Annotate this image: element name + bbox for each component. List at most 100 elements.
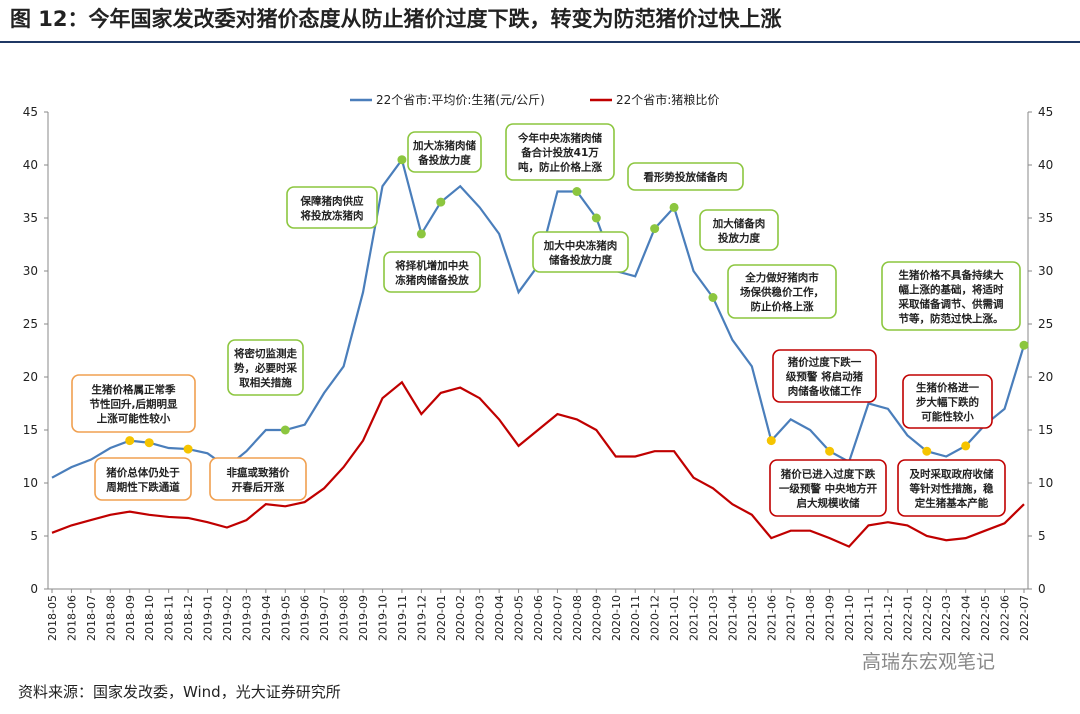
- x-tick-label: 2021-05: [746, 595, 759, 641]
- y-tick-label: 15: [23, 423, 38, 437]
- x-tick-label: 2018-06: [65, 595, 78, 641]
- callout-text: 加大冻猪肉储: [412, 139, 476, 152]
- y-tick-label: 45: [23, 105, 38, 119]
- x-tick-label: 2022-06: [999, 595, 1012, 641]
- y2-tick-label: 30: [1038, 264, 1053, 278]
- event-dot: [825, 446, 835, 456]
- callout-text: 幅上涨的基础，将适时: [899, 283, 1004, 296]
- x-tick-label: 2020-05: [513, 595, 526, 641]
- y-tick-label: 0: [30, 582, 38, 596]
- x-tick-label: 2020-09: [590, 595, 603, 641]
- callout-text: 保障猪肉供应: [300, 194, 364, 207]
- y-tick-label: 25: [23, 317, 38, 331]
- callout-text: 定生猪基本产能: [914, 497, 989, 510]
- source: 资料来源：国家发改委，Wind，光大证券研究所: [18, 683, 341, 701]
- y-tick-label: 35: [23, 211, 38, 225]
- series-line: [51, 380, 1025, 548]
- x-tick-label: 2018-11: [163, 595, 176, 641]
- y2-tick-label: 5: [1038, 529, 1046, 543]
- callout-text: 看形势投放储备肉: [644, 171, 728, 184]
- x-tick-label: 2018-12: [182, 595, 195, 641]
- x-tick-label: 2020-06: [532, 595, 545, 641]
- callout-text: 采取储备调节、供需调: [898, 297, 1004, 310]
- x-tick-label: 2021-03: [707, 595, 720, 641]
- callout-text: 可能性较小: [921, 410, 974, 423]
- callout-text: 生猪价格属正常季: [92, 383, 176, 396]
- callout-text: 投放力度: [718, 231, 760, 244]
- callout-box: [727, 264, 837, 319]
- callout-box: [772, 349, 877, 403]
- x-tick-label: 2021-02: [688, 595, 701, 641]
- callout-text: 级预警 将启动猪: [786, 370, 864, 383]
- chart-title: 图 12：今年国家发改委对猪价态度从防止猪价过度下跌，转变为防范猪价过快上涨: [10, 7, 782, 31]
- x-tick-label: 2022-07: [1018, 595, 1031, 641]
- callout-text: 场保供稳价工作，: [740, 286, 824, 299]
- callout-box: [897, 459, 1006, 517]
- x-tick-label: 2022-02: [921, 595, 934, 641]
- callout-text: 冻猪肉储备投放: [395, 273, 469, 286]
- callout-text: 及时采取政府收储: [910, 468, 994, 481]
- callout-box: [699, 209, 779, 251]
- event-dot: [708, 293, 718, 302]
- callout-text: 今年中央冻猪肉储: [517, 132, 602, 145]
- y2-tick-label: 10: [1038, 476, 1053, 490]
- callout-text: 非瘟或致猪价: [227, 466, 290, 479]
- x-tick-label: 2022-01: [901, 595, 914, 641]
- x-tick-label: 2020-01: [435, 595, 448, 641]
- event-dot: [183, 444, 193, 454]
- callout-box: [881, 261, 1021, 331]
- x-tick-label: 2021-07: [785, 595, 798, 641]
- x-tick-label: 2018-10: [143, 595, 156, 641]
- callout-text: 取相关措施: [239, 376, 292, 389]
- callout-box: [383, 251, 481, 293]
- x-tick-label: 2021-10: [843, 595, 856, 641]
- callout-text: 防止价格上涨: [751, 300, 814, 313]
- callout-text: 备合计投放41万: [520, 146, 599, 159]
- x-tick-label: 2021-12: [882, 595, 895, 641]
- x-tick-label: 2019-02: [221, 595, 234, 641]
- x-tick-label: 2020-07: [551, 595, 564, 641]
- x-tick-label: 2019-07: [318, 595, 331, 641]
- callout-box: [94, 457, 192, 501]
- callout-box: [505, 123, 615, 181]
- x-tick-label: 2020-04: [493, 595, 506, 641]
- callout-box: [407, 131, 482, 173]
- callout-text: 启大规模收储: [797, 497, 860, 510]
- callout-text: 将择机增加中央: [395, 259, 469, 272]
- callout-text: 猪价总体仍处于: [105, 466, 180, 479]
- event-dot: [280, 425, 290, 435]
- callout-text: 猪价已进入过度下跌: [780, 468, 876, 481]
- callout-box: [902, 374, 993, 429]
- y2-tick-label: 40: [1038, 158, 1053, 172]
- x-tick-label: 2021-04: [726, 595, 739, 641]
- callout-text: 将密切监测走: [234, 347, 297, 360]
- event-dot: [669, 202, 679, 212]
- callout-text: 节性回升,后期明显: [90, 398, 178, 411]
- y2-tick-label: 15: [1038, 423, 1053, 437]
- x-tick-label: 2022-05: [979, 595, 992, 641]
- callout-text: 加大中央冻猪肉: [543, 239, 618, 252]
- x-tick-label: 2019-03: [240, 595, 253, 641]
- event-dot: [572, 187, 582, 196]
- y2-tick-label: 45: [1038, 105, 1053, 119]
- callout-box: [627, 162, 744, 191]
- x-tick-label: 2018-05: [46, 595, 59, 641]
- event-dot: [922, 446, 932, 456]
- x-tick-label: 2018-07: [85, 595, 98, 641]
- y-tick-label: 20: [23, 370, 38, 384]
- x-tick-label: 2021-06: [765, 595, 778, 641]
- event-dot: [436, 197, 446, 207]
- y2-tick-label: 20: [1038, 370, 1053, 384]
- callout-text: 备投放力度: [417, 153, 471, 166]
- y-tick-label: 30: [23, 264, 38, 278]
- callout-text: 生猪价格进一: [916, 381, 979, 394]
- x-tick-label: 2021-11: [862, 595, 875, 641]
- legend-label: 22个省市:猪粮比价: [616, 92, 719, 107]
- callout-text: 加大储备肉: [712, 217, 766, 230]
- x-tick-label: 2019-06: [299, 595, 312, 641]
- event-dot: [416, 229, 426, 239]
- callout-text: 将投放冻猪肉: [301, 209, 364, 222]
- event-dot: [397, 155, 407, 165]
- event-dot: [766, 436, 776, 446]
